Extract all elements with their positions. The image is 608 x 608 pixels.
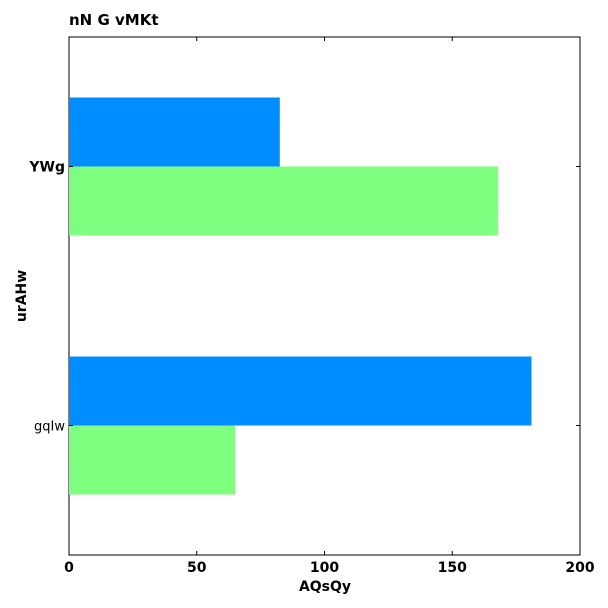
y-tick-label: gqIw xyxy=(34,420,65,435)
y-axis-label: urAHw xyxy=(14,270,30,322)
x-tick-label: 150 xyxy=(438,560,467,576)
bar-YWg-series-2 xyxy=(69,166,499,236)
chart-title: nN G vMKt xyxy=(69,11,159,29)
ticks-group: YWg gqIw 0 50 100 150 200 xyxy=(28,37,595,576)
bar-gqIw-series-1 xyxy=(69,356,532,426)
x-axis-label: AQsQy xyxy=(299,579,351,595)
x-tick-label: 200 xyxy=(565,560,594,576)
bar-gqIw-series-2 xyxy=(69,425,236,495)
y-tick-label: YWg xyxy=(28,160,65,176)
x-tick-label: 0 xyxy=(64,560,74,576)
bar-YWg-series-1 xyxy=(69,97,280,167)
bars-group xyxy=(69,97,532,495)
x-tick-label: 100 xyxy=(310,560,339,576)
x-tick-label: 50 xyxy=(187,560,207,576)
